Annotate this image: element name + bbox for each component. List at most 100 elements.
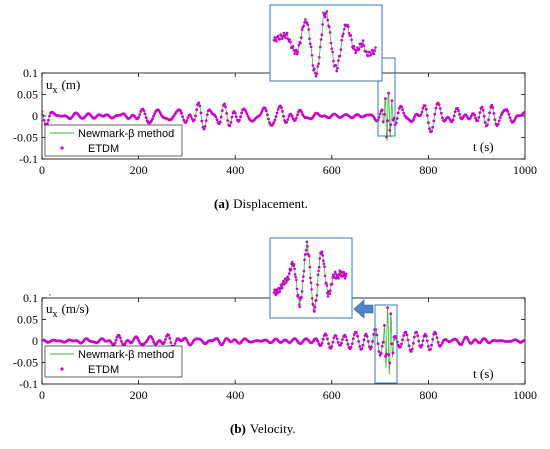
etdm-point (263, 106, 267, 110)
etdm-point (335, 337, 339, 341)
inset-etdm-point (320, 250, 324, 253)
inset-etdm-point (316, 273, 320, 277)
etdm-point (224, 105, 227, 109)
inset-etdm-point (373, 49, 377, 52)
etdm-point (387, 91, 391, 95)
x-tick-label: 200 (130, 388, 148, 402)
inset-etdm-point (313, 67, 316, 70)
etdm-point (474, 116, 477, 120)
etdm-point (233, 111, 237, 115)
etdm-point (457, 109, 460, 113)
etdm-point (320, 341, 324, 345)
etdm-point (421, 106, 425, 110)
etdm-point (240, 111, 244, 115)
inset-etdm-point (274, 293, 278, 297)
etdm-point (352, 333, 356, 336)
etdm-point (439, 343, 443, 347)
inset-etdm-point (343, 277, 347, 280)
etdm-point (412, 341, 415, 345)
etdm-point (199, 111, 203, 115)
inset-etdm-point (300, 28, 304, 32)
etdm-point (507, 112, 511, 116)
etdm-point (498, 116, 502, 119)
y-tick-label: -0.05 (13, 131, 38, 145)
x-tick-label: 400 (226, 163, 244, 177)
etdm-point (362, 338, 366, 342)
x-tick-label: 200 (130, 163, 148, 177)
etdm-point (113, 341, 117, 345)
inset-etdm-point (323, 274, 327, 278)
etdm-point (385, 352, 388, 356)
inset-etdm-point (352, 44, 356, 48)
etdm-point (266, 113, 269, 116)
etdm-point (384, 354, 387, 358)
etdm-point (425, 114, 429, 117)
etdm-point (412, 118, 415, 122)
inset-etdm-point (299, 298, 302, 301)
etdm-point (286, 118, 290, 121)
etdm-point (357, 340, 360, 343)
etdm-point (370, 345, 373, 349)
etdm-point (399, 345, 402, 349)
x-tick-labels-b: 0 200 400 600 800 1000 (39, 388, 537, 402)
etdm-point (198, 104, 202, 108)
etdm-point (239, 115, 243, 119)
inset-etdm-point (293, 273, 297, 276)
etdm-point (151, 117, 155, 120)
inset-etdm-point (313, 310, 316, 313)
etdm-point (186, 116, 190, 119)
etdm-point (194, 114, 197, 118)
inset-etdm-point (325, 10, 329, 13)
inset-etdm-point (324, 12, 328, 15)
caption-a: (a) Displacement. (214, 196, 308, 211)
etdm-point (151, 337, 155, 341)
etdm-point (246, 115, 250, 118)
etdm-point (173, 342, 177, 345)
etdm-point (163, 340, 166, 344)
etdm-point (244, 110, 248, 113)
inset-etdm-point (315, 72, 319, 76)
x-tick-label: 0 (39, 163, 45, 177)
etdm-point (273, 118, 277, 122)
etdm-point (430, 343, 433, 347)
inset-etdm-point (366, 54, 370, 58)
etdm-point (466, 338, 470, 341)
etdm-point (330, 344, 334, 348)
etdm-point (388, 128, 392, 132)
etdm-point (167, 333, 171, 337)
inset-etdm-point (374, 46, 377, 49)
inset-etdm-point (326, 295, 330, 298)
inset-etdm-point (313, 305, 317, 309)
inset-etdm-point (322, 11, 325, 15)
inset-etdm-point (325, 281, 328, 285)
etdm-point (497, 119, 501, 123)
etdm-point (218, 120, 222, 124)
etdm-point (483, 121, 487, 124)
etdm-point (336, 341, 340, 344)
inset-etdm-point (329, 289, 332, 292)
inset-etdm-point (328, 25, 331, 29)
inset-etdm-point (350, 38, 353, 42)
inset-etdm-point (312, 303, 315, 307)
etdm-point (238, 118, 241, 122)
etdm-point (345, 338, 349, 342)
inset-etdm-point (316, 65, 320, 68)
etdm-point (427, 121, 430, 125)
inset-etdm-point (318, 45, 322, 49)
etdm-point (42, 114, 45, 117)
etdm-point (404, 330, 408, 334)
etdm-point (361, 343, 365, 347)
etdm-point (276, 108, 280, 111)
inset-etdm-point (318, 257, 322, 260)
etdm-point (482, 114, 486, 118)
etdm-point (398, 106, 401, 110)
etdm-point (229, 120, 233, 124)
inset-etdm-point (322, 259, 325, 263)
etdm-point (434, 106, 438, 110)
inset-etdm-point (289, 268, 293, 271)
x-tick-label: 800 (419, 388, 437, 402)
inset-etdm-point (310, 53, 314, 57)
inset-etdm-point (347, 25, 350, 29)
x-axis-label-b: t (s) (473, 366, 494, 381)
etdm-point (523, 338, 525, 342)
